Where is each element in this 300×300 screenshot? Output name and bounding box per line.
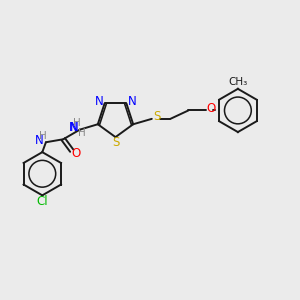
Text: N: N: [69, 121, 78, 134]
Text: H: H: [78, 128, 86, 138]
Text: N: N: [70, 121, 78, 134]
Text: CH₃: CH₃: [228, 77, 248, 87]
Text: S: S: [153, 110, 160, 123]
Text: S: S: [112, 136, 119, 149]
Text: N: N: [128, 95, 136, 108]
Text: O: O: [206, 101, 215, 115]
Text: Cl: Cl: [37, 195, 48, 208]
Text: N: N: [95, 95, 103, 108]
Text: O: O: [71, 147, 80, 160]
Text: H: H: [39, 130, 47, 141]
Text: H: H: [73, 118, 81, 128]
Text: N: N: [35, 134, 44, 147]
